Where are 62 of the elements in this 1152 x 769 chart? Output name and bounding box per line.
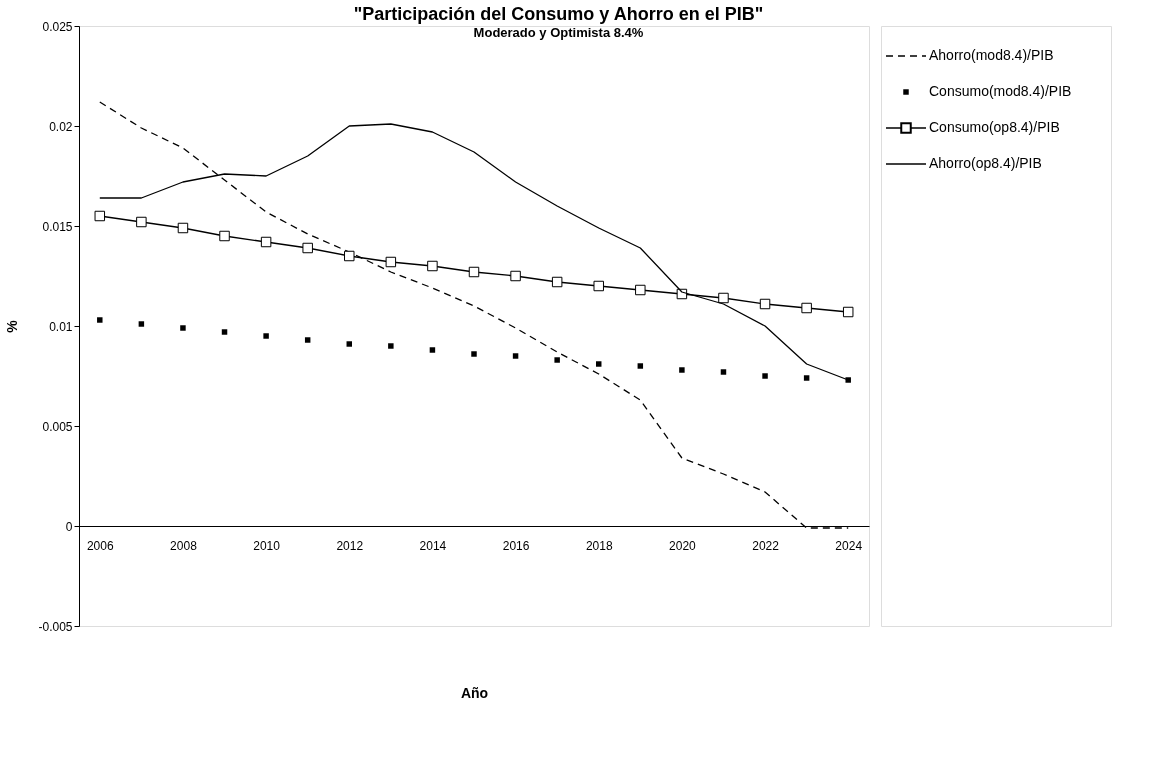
x-tick-label: 2022 [752, 538, 780, 553]
x-tick-label: 2008 [170, 538, 198, 553]
legend-label: Ahorro(op8.4)/PIB [929, 155, 1042, 171]
point [635, 284, 646, 296]
x-axis-title: Año [460, 684, 489, 701]
point [429, 347, 436, 353]
y-axis-title: % [4, 319, 21, 333]
point [346, 341, 352, 347]
x-tick-label: 2020 [669, 538, 697, 553]
y-tick-label: 0.01 [49, 319, 73, 334]
point [637, 363, 644, 369]
x-tick-label: 2018 [585, 538, 613, 553]
x-tick-label: 2010 [253, 538, 281, 553]
point [180, 325, 186, 331]
y-tick-label: 0.015 [42, 219, 73, 234]
point [720, 369, 727, 375]
point [138, 321, 145, 327]
point [468, 266, 480, 278]
point [219, 230, 230, 242]
point [593, 280, 604, 292]
point [554, 357, 560, 363]
point [801, 302, 812, 314]
point [97, 317, 103, 323]
y-tick-label: 0.02 [49, 119, 73, 134]
x-tick-label: 2014 [419, 538, 447, 553]
point [471, 351, 477, 357]
y-tick-label: 0.025 [42, 19, 73, 34]
point [385, 256, 397, 268]
point [94, 210, 106, 222]
point [512, 353, 519, 359]
y-tick-label: 0 [65, 519, 73, 534]
point [759, 298, 771, 310]
point [388, 343, 394, 349]
point [427, 260, 438, 272]
point [718, 292, 729, 304]
point [263, 333, 269, 339]
point [762, 373, 768, 379]
point [551, 276, 563, 288]
point [304, 337, 311, 343]
point [344, 250, 355, 262]
y-tick-label: 0.005 [42, 419, 73, 434]
y-tick-label: -0.005 [38, 619, 73, 634]
point [136, 216, 147, 228]
point [221, 329, 228, 335]
legend-label: Consumo(op8.4)/PIB [929, 119, 1060, 135]
legend-label: Ahorro(mod8.4)/PIB [929, 47, 1054, 63]
point [510, 270, 521, 282]
x-tick-label: 2024 [835, 538, 863, 553]
point [679, 367, 685, 373]
x-tick-label: 2006 [86, 538, 114, 553]
chart-title: "Participación del Consumo y Ahorro en el PIB" [353, 3, 764, 24]
point [596, 361, 602, 367]
point [177, 222, 189, 234]
point [842, 306, 854, 318]
x-tick-label: 2012 [336, 538, 364, 553]
x-tick-label: 2016 [502, 538, 530, 553]
point [302, 242, 313, 254]
chart-subtitle: Moderado y Optimista 8.4% [473, 24, 644, 40]
point [845, 377, 851, 383]
point [803, 375, 810, 381]
point [260, 236, 272, 248]
legend-label: Consumo(mod8.4)/PIB [929, 83, 1072, 99]
